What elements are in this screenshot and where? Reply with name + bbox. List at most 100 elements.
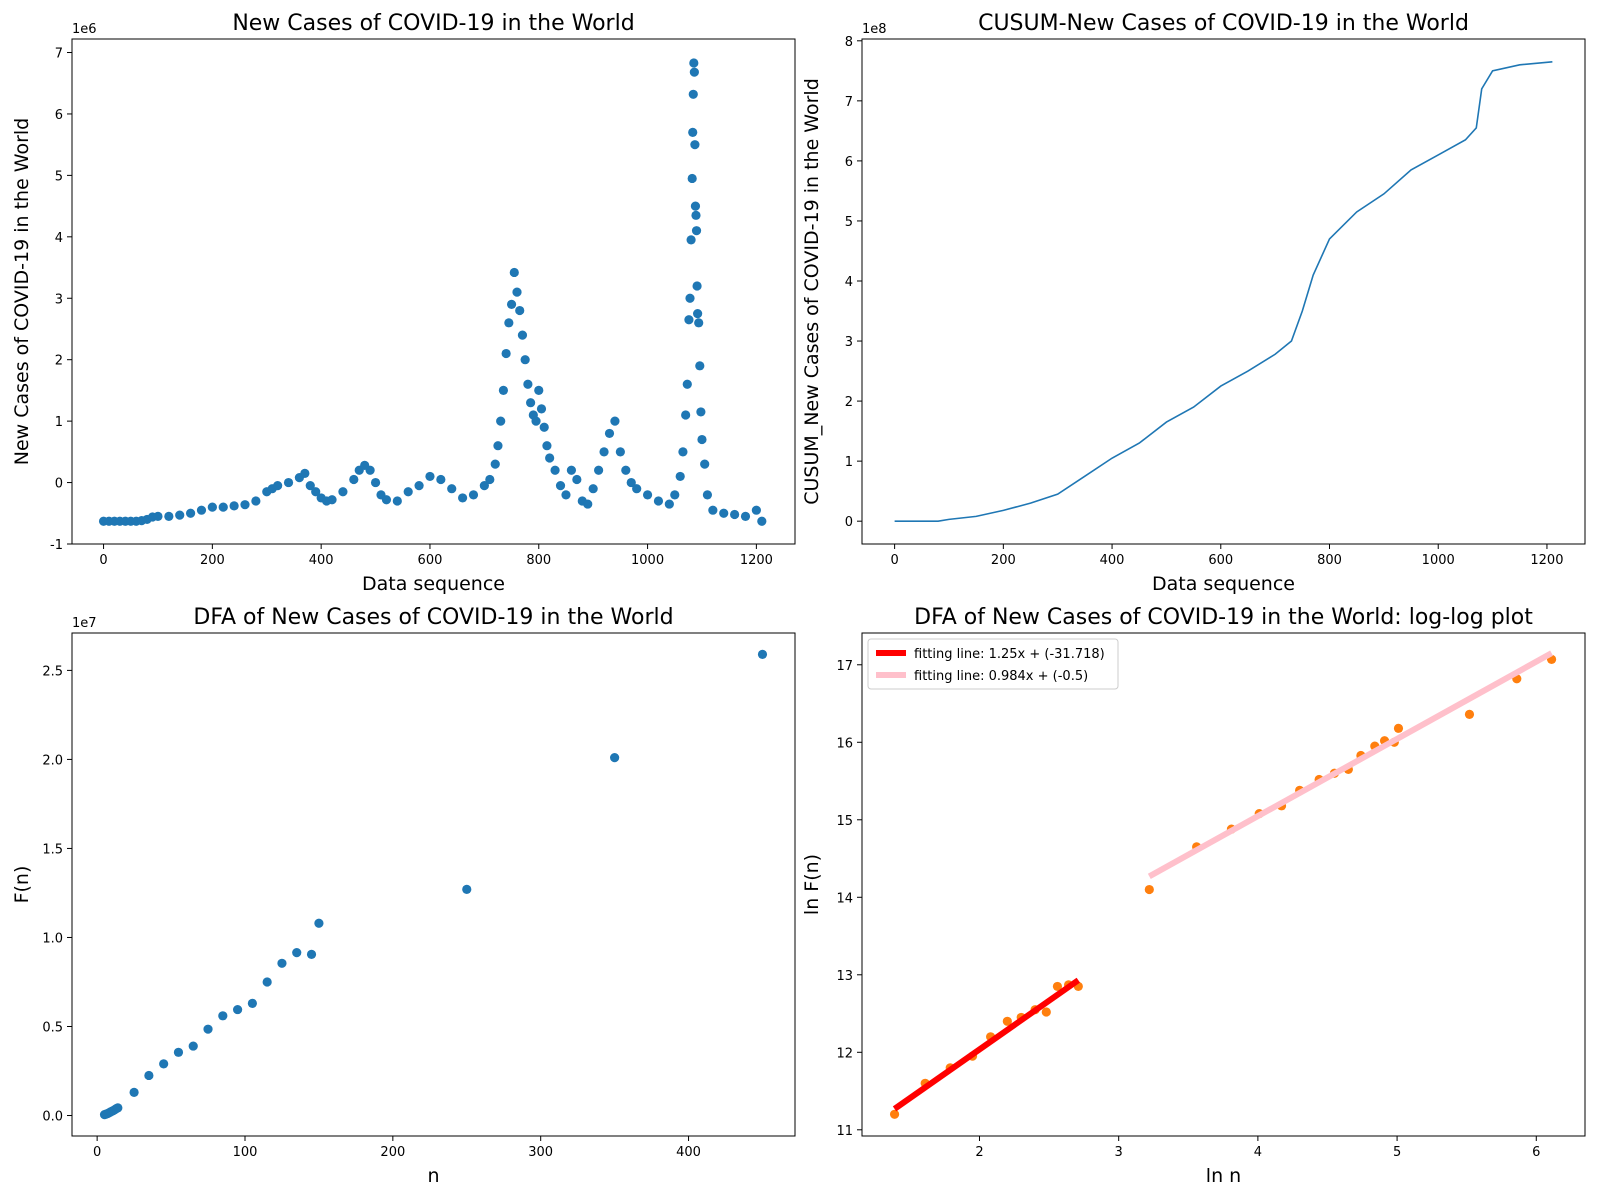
scatter-point [702, 490, 713, 500]
scatter-point [188, 1041, 198, 1051]
scatter-point [232, 1004, 243, 1015]
scatter-point [696, 407, 706, 417]
scatter-point [164, 511, 174, 521]
scatter-point [642, 490, 653, 500]
y-tick-label: 2 [55, 354, 63, 369]
scatter-point [690, 140, 700, 150]
scatter-point [550, 465, 560, 475]
scatter-point [314, 918, 324, 928]
y-tick-label: 1.0 [42, 931, 63, 946]
scatter-point [688, 127, 698, 137]
y-tick-label: 17 [836, 659, 853, 674]
y-tick-label: 1 [845, 455, 853, 470]
fitting-line [1147, 650, 1554, 879]
scatter-point [113, 1103, 123, 1113]
y-tick-label: 16 [836, 736, 853, 751]
scatter-point [610, 416, 620, 426]
scatter-point [566, 465, 577, 475]
scatter-point [159, 1059, 169, 1069]
y-tick-label: 5 [55, 169, 63, 184]
y-tick-label: 3 [55, 292, 63, 307]
axes-frame [71, 632, 796, 1137]
scatter-point [615, 447, 625, 457]
scatter-point [1041, 1007, 1051, 1017]
scatter-point [498, 385, 509, 396]
scatter-point [594, 465, 604, 475]
scatter-point [240, 500, 250, 510]
scatter-point [479, 481, 489, 491]
x-tick-label: 100 [233, 1145, 258, 1160]
scatter-point [561, 490, 571, 500]
scatter-point [610, 753, 620, 763]
y-tick-label: 4 [845, 275, 853, 290]
axes-frame [861, 632, 1586, 1137]
x-axis-label: Data sequence [1152, 573, 1295, 595]
scatter-point [300, 468, 310, 478]
scatter-point [501, 348, 511, 359]
scatter-point [687, 173, 697, 184]
y-tick-label: 1 [55, 415, 63, 430]
scatter-point [311, 487, 321, 497]
scatter-point [531, 416, 541, 426]
scatter-point [599, 447, 609, 457]
x-tick-label: 2 [975, 1145, 983, 1160]
x-axis-label: Data sequence [362, 573, 505, 595]
scatter-point [509, 267, 519, 278]
scatter-point [218, 1011, 228, 1021]
scatter-point [414, 481, 424, 491]
axis-offset-label: 1e8 [862, 22, 887, 37]
y-tick-label: 11 [836, 1124, 853, 1139]
legend-label: fitting line: 1.25x + (-31.718) [914, 647, 1105, 662]
scatter-point [247, 998, 257, 1008]
y-tick-label: 0.5 [42, 1020, 63, 1035]
scatter-point [545, 453, 555, 463]
x-tick-label: 1000 [1422, 553, 1455, 568]
scatter-point [490, 459, 500, 469]
y-tick-label: 0.0 [42, 1110, 63, 1125]
scatter-point [730, 509, 740, 520]
scatter-point [693, 309, 703, 319]
y-tick-label: 0 [845, 515, 853, 530]
y-axis-label: CUSUM_New Cases of COVID-19 in the World [801, 78, 823, 505]
scatter-point [695, 361, 705, 371]
scatter-point [1052, 981, 1063, 992]
y-tick-label: 7 [55, 47, 63, 62]
scatter-point [196, 505, 207, 515]
y-tick-label: 6 [55, 108, 63, 123]
y-tick-label: 14 [836, 891, 853, 906]
y-tick-label: -1 [50, 538, 63, 553]
scatter-point [517, 330, 528, 340]
y-tick-label: 7 [845, 95, 853, 110]
scatter-point [447, 484, 457, 494]
x-tick-label: 200 [200, 553, 225, 568]
scatter-point [889, 1109, 900, 1119]
x-tick-label: 1000 [631, 553, 664, 568]
scatter-point [588, 484, 598, 494]
scatter-point [381, 495, 392, 505]
x-axis-label: ln n [1206, 1165, 1241, 1187]
scatter-point [670, 490, 680, 500]
scatter-point [129, 1087, 139, 1097]
y-tick-label: 0 [55, 477, 63, 492]
scatter-point [690, 201, 701, 211]
scatter-point [664, 499, 674, 509]
scatter-point [751, 505, 761, 515]
subplot-title: CUSUM-New Cases of COVID-19 in the World [978, 11, 1469, 36]
x-tick-label: 6 [1532, 1145, 1540, 1160]
scatter-point [153, 511, 163, 521]
scatter-point [692, 281, 702, 291]
x-tick-label: 0 [93, 1145, 101, 1160]
scatter-point [694, 318, 704, 328]
scatter-point [678, 447, 688, 457]
subplot: 0 100 200 300 400 0.0 0.5 1.0 1.5 2.0 2.5 DFA of Ne… [11, 605, 796, 1187]
scatter-point [425, 471, 435, 482]
subplot-title: New Cases of COVID-19 in the World [232, 11, 634, 36]
scatter-point [493, 441, 503, 451]
scatter-point [681, 410, 691, 420]
data-line [894, 61, 1553, 522]
scatter-point [349, 474, 359, 485]
x-tick-label: 400 [1100, 553, 1125, 568]
